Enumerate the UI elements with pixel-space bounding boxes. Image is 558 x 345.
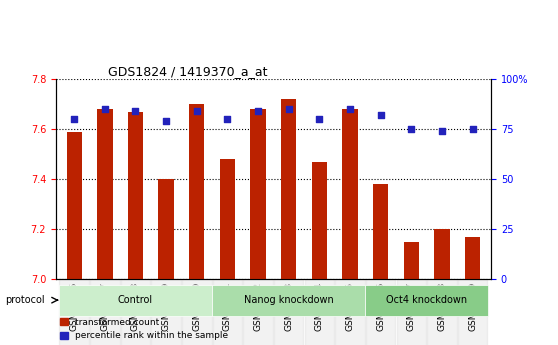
Point [407,127,416,132]
Text: Oct4 knockdown: Oct4 knockdown [386,295,467,305]
Point [254,109,263,114]
Point [437,129,446,134]
Bar [251,109,266,279]
Bar [189,104,204,279]
Point [284,107,293,112]
Bar [305,279,334,345]
Point [162,119,171,124]
Text: GDS1824 / 1419370_a_at: GDS1824 / 1419370_a_at [108,65,267,78]
Bar [403,242,419,279]
Point [100,107,109,112]
Point [223,117,232,122]
Point [315,117,324,122]
Bar [66,132,82,279]
Point [468,127,477,132]
Bar [458,279,487,345]
Bar [213,279,242,345]
Bar [60,279,89,345]
FancyBboxPatch shape [212,285,365,316]
Bar [151,279,181,345]
Point [70,117,79,122]
Bar [312,162,327,279]
Bar [397,279,426,345]
Text: protocol: protocol [6,295,45,305]
Bar [366,279,396,345]
Point [345,107,354,112]
Bar [97,109,113,279]
Bar [158,179,174,279]
Text: Control: Control [118,295,153,305]
Bar [373,184,388,279]
Bar [281,99,296,279]
Bar [427,279,456,345]
Bar [220,159,235,279]
Bar [121,279,150,345]
Bar [335,279,365,345]
Point [376,112,385,118]
FancyBboxPatch shape [59,285,212,316]
Text: Nanog knockdown: Nanog knockdown [244,295,334,305]
Bar [274,279,304,345]
Legend: transformed count, percentile rank within the sample: transformed count, percentile rank withi… [60,318,228,341]
Bar [434,229,450,279]
Point [131,109,140,114]
Bar [343,109,358,279]
Point [193,109,201,114]
Bar [90,279,119,345]
Bar [465,237,480,279]
Bar [128,112,143,279]
FancyBboxPatch shape [365,285,488,316]
Bar [182,279,211,345]
Bar [243,279,273,345]
